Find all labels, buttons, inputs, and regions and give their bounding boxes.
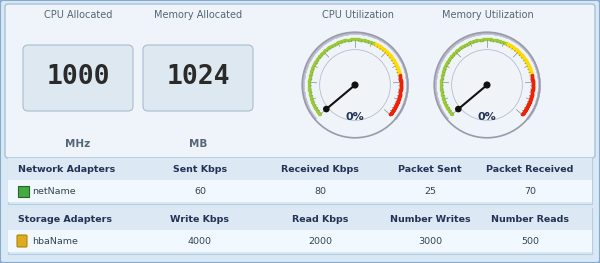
Text: Packet Received: Packet Received (487, 164, 574, 174)
Text: Write Kbps: Write Kbps (170, 215, 229, 224)
Text: hbaName: hbaName (32, 236, 78, 245)
Text: Memory Utilization: Memory Utilization (442, 10, 534, 20)
FancyBboxPatch shape (8, 158, 592, 180)
Text: 60: 60 (194, 186, 206, 195)
Text: MHz: MHz (65, 139, 91, 149)
Text: Storage Adapters: Storage Adapters (18, 215, 112, 224)
FancyBboxPatch shape (17, 235, 27, 247)
Text: 0%: 0% (346, 112, 364, 122)
FancyBboxPatch shape (5, 4, 595, 158)
Text: 4000: 4000 (188, 236, 212, 245)
Text: CPU Allocated: CPU Allocated (44, 10, 112, 20)
Text: 1000: 1000 (46, 64, 110, 90)
Text: 3000: 3000 (418, 236, 442, 245)
Circle shape (320, 50, 391, 120)
FancyBboxPatch shape (8, 180, 592, 202)
FancyBboxPatch shape (8, 230, 592, 252)
Text: 80: 80 (314, 186, 326, 195)
FancyBboxPatch shape (17, 185, 29, 196)
Text: netName: netName (32, 186, 76, 195)
Text: Sent Kbps: Sent Kbps (173, 164, 227, 174)
Text: Number Writes: Number Writes (389, 215, 470, 224)
Circle shape (484, 82, 490, 88)
Text: Network Adapters: Network Adapters (18, 164, 115, 174)
Text: 500: 500 (521, 236, 539, 245)
FancyBboxPatch shape (143, 45, 253, 111)
Text: 70: 70 (524, 186, 536, 195)
Text: Number Reads: Number Reads (491, 215, 569, 224)
Circle shape (324, 107, 329, 112)
Text: 2000: 2000 (308, 236, 332, 245)
Text: 25: 25 (424, 186, 436, 195)
Text: Memory Allocated: Memory Allocated (154, 10, 242, 20)
Text: 0%: 0% (478, 112, 496, 122)
Text: Read Kbps: Read Kbps (292, 215, 348, 224)
FancyBboxPatch shape (8, 208, 592, 230)
Text: 1024: 1024 (166, 64, 230, 90)
FancyBboxPatch shape (23, 45, 133, 111)
Text: Received Kbps: Received Kbps (281, 164, 359, 174)
Circle shape (452, 50, 523, 120)
Text: MB: MB (189, 139, 207, 149)
Text: CPU Utilization: CPU Utilization (322, 10, 394, 20)
Text: Packet Sent: Packet Sent (398, 164, 462, 174)
Circle shape (456, 107, 461, 112)
Circle shape (352, 82, 358, 88)
